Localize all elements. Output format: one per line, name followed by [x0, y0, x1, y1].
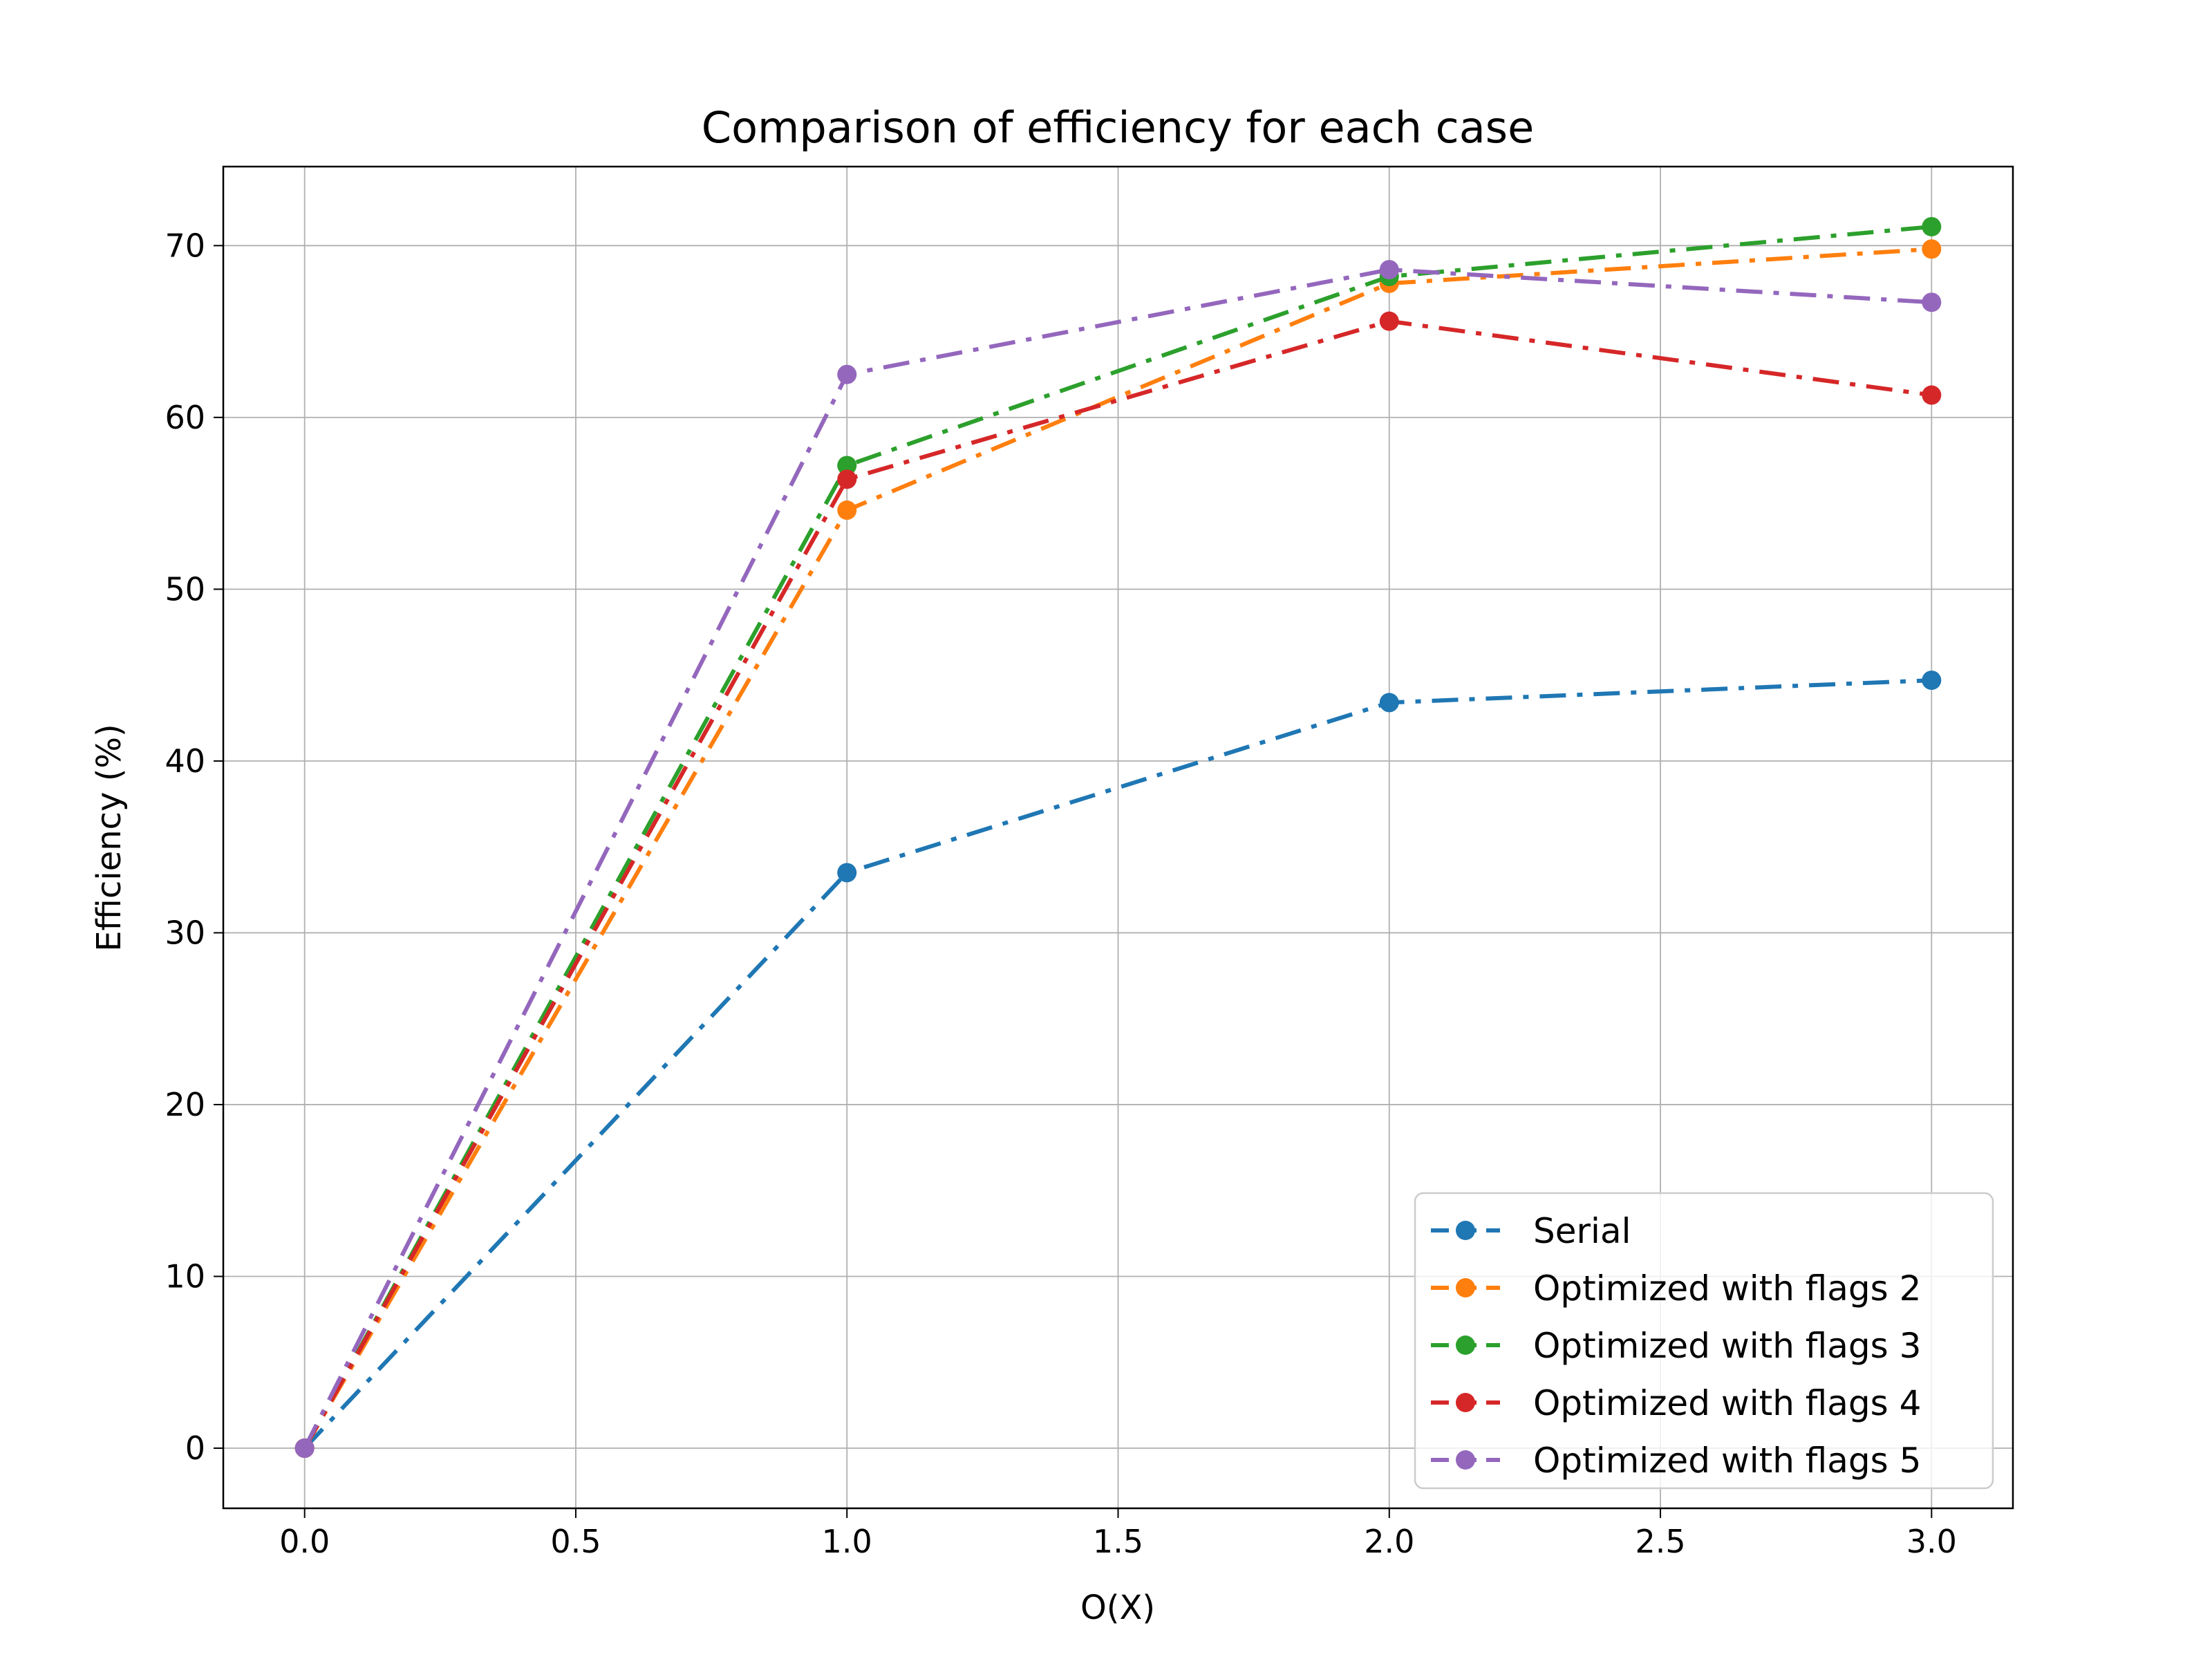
x-tick-label: 0.0 [279, 1523, 330, 1560]
series-line [303, 268, 1932, 1450]
series-line [303, 247, 1932, 1450]
data-point [1922, 239, 1942, 259]
data-point [294, 1438, 315, 1459]
y-axis-label: Efficiency (%) [90, 724, 129, 952]
axis-ticks: 0.0 0.5 1.0 1.5 2.0 2.5 3.0 0 10 20 30 40 50 60 70 [165, 227, 1956, 1560]
y-tick-label: 30 [165, 914, 205, 951]
series-line [303, 319, 1932, 1450]
data-point [1922, 671, 1942, 691]
legend: Serial Optimized with flags 2 Optimized wi… [1414, 1192, 1994, 1490]
y-tick-label: 0 [185, 1430, 205, 1467]
series-line [303, 678, 1932, 1450]
legend-marker [1456, 1393, 1475, 1412]
legend-entry-label: Optimized with flags 3 [1533, 1326, 1921, 1366]
data-point [837, 469, 857, 489]
x-tick-label: 0.5 [550, 1523, 601, 1560]
y-tick-label: 20 [165, 1086, 205, 1123]
y-tick-label: 10 [165, 1257, 205, 1295]
x-tick-label: 3.0 [1906, 1523, 1957, 1560]
chart-title: Comparison of efficiency for each case [702, 102, 1534, 153]
legend-entry-label: Optimized with flags 5 [1533, 1441, 1921, 1481]
data-point [1922, 216, 1942, 236]
y-tick-label: 40 [165, 742, 205, 780]
data-point [1922, 385, 1942, 405]
y-tick-label: 50 [165, 570, 205, 608]
series-layer [294, 216, 1942, 1459]
legend-entry-label: Optimized with flags 2 [1533, 1268, 1921, 1309]
x-tick-label: 1.0 [822, 1523, 872, 1560]
data-point [837, 863, 857, 883]
legend-box [1414, 1192, 1994, 1490]
legend-marker [1456, 1221, 1475, 1240]
x-tick-label: 2.5 [1635, 1523, 1685, 1560]
legend-entry-label: Serial [1533, 1211, 1631, 1251]
x-tick-label: 1.5 [1093, 1523, 1143, 1560]
y-tick-label: 70 [165, 227, 205, 264]
data-point [837, 364, 857, 384]
legend-marker [1456, 1450, 1475, 1470]
legend-marker [1456, 1335, 1475, 1355]
data-point [837, 456, 857, 476]
series-line [303, 224, 1932, 1450]
data-point [1379, 260, 1399, 280]
x-axis-label: O(X) [1080, 1588, 1155, 1627]
series-5 [294, 260, 1942, 1459]
data-point [1379, 693, 1399, 713]
data-point [1379, 311, 1399, 331]
data-point [1922, 292, 1942, 312]
x-tick-label: 2.0 [1364, 1523, 1414, 1560]
legend-entry-label: Optimized with flags 4 [1533, 1383, 1921, 1423]
data-point [837, 500, 857, 521]
y-tick-label: 60 [165, 399, 205, 436]
legend-marker [1456, 1278, 1475, 1297]
